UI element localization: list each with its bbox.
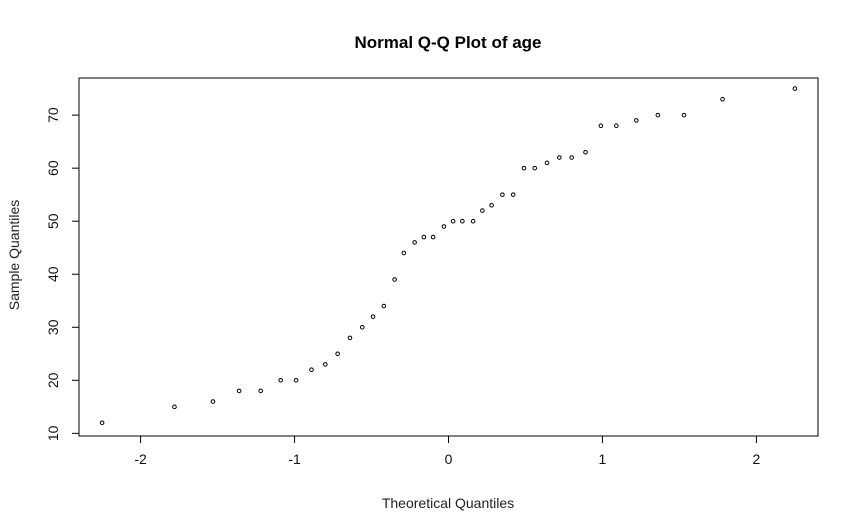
x-axis: -2 -1 0 1 2: [134, 435, 761, 467]
x-tick-label: 0: [445, 451, 453, 467]
data-point: [655, 112, 661, 118]
data-point: [470, 218, 476, 224]
data-point: [323, 362, 328, 367]
data-point: [557, 155, 562, 160]
data-point: [236, 388, 242, 394]
x-tick-label: -2: [134, 451, 147, 467]
x-tick-label: -1: [288, 451, 301, 467]
data-point: [309, 367, 314, 373]
data-point: [359, 324, 365, 330]
data-point: [370, 314, 376, 319]
data-point: [480, 208, 485, 213]
data-point: [521, 165, 527, 171]
data-point: [172, 404, 177, 410]
data-point: [681, 112, 687, 118]
data-point: [99, 420, 105, 426]
data-point: [720, 96, 725, 102]
data-point: [278, 378, 283, 383]
data-point: [258, 388, 263, 394]
data-point: [489, 202, 494, 208]
data-point: [614, 123, 619, 129]
data-point: [430, 234, 436, 240]
y-axis-label: Sample Quantiles: [6, 200, 22, 311]
data-point: [381, 303, 387, 309]
y-tick-label: 50: [45, 213, 61, 229]
data-point: [598, 123, 604, 129]
data-point: [210, 399, 216, 404]
data-point: [532, 165, 538, 171]
x-tick-label: 1: [599, 451, 607, 467]
data-point: [510, 192, 516, 197]
data-point: [569, 155, 574, 160]
data-point: [460, 218, 465, 224]
data-point: [441, 224, 447, 229]
y-axis: 10 20 30 40 50 60 70: [45, 107, 80, 441]
data-point: [347, 335, 353, 341]
data-point: [421, 234, 427, 240]
data-point: [392, 277, 397, 282]
plot-frame: [78, 77, 819, 437]
data-point: [450, 218, 456, 224]
data-point: [412, 240, 417, 245]
data-point: [500, 192, 505, 197]
y-tick-label: 20: [45, 372, 61, 388]
data-point: [583, 149, 588, 155]
data-point: [293, 378, 299, 383]
data-point: [401, 250, 407, 256]
data-point: [634, 118, 639, 123]
x-axis-label: Theoretical Quantiles: [382, 495, 514, 511]
data-point: [335, 351, 340, 357]
data-point: [792, 86, 798, 91]
y-tick-label: 30: [45, 319, 61, 335]
data-point: [544, 160, 550, 166]
y-tick-label: 40: [45, 266, 61, 282]
y-tick-label: 60: [45, 160, 61, 176]
chart-title: Normal Q-Q Plot of age: [354, 33, 541, 52]
data-points: [99, 86, 798, 426]
y-tick-label: 10: [45, 425, 61, 441]
y-tick-label: 70: [45, 107, 61, 123]
x-tick-label: 2: [753, 451, 761, 467]
